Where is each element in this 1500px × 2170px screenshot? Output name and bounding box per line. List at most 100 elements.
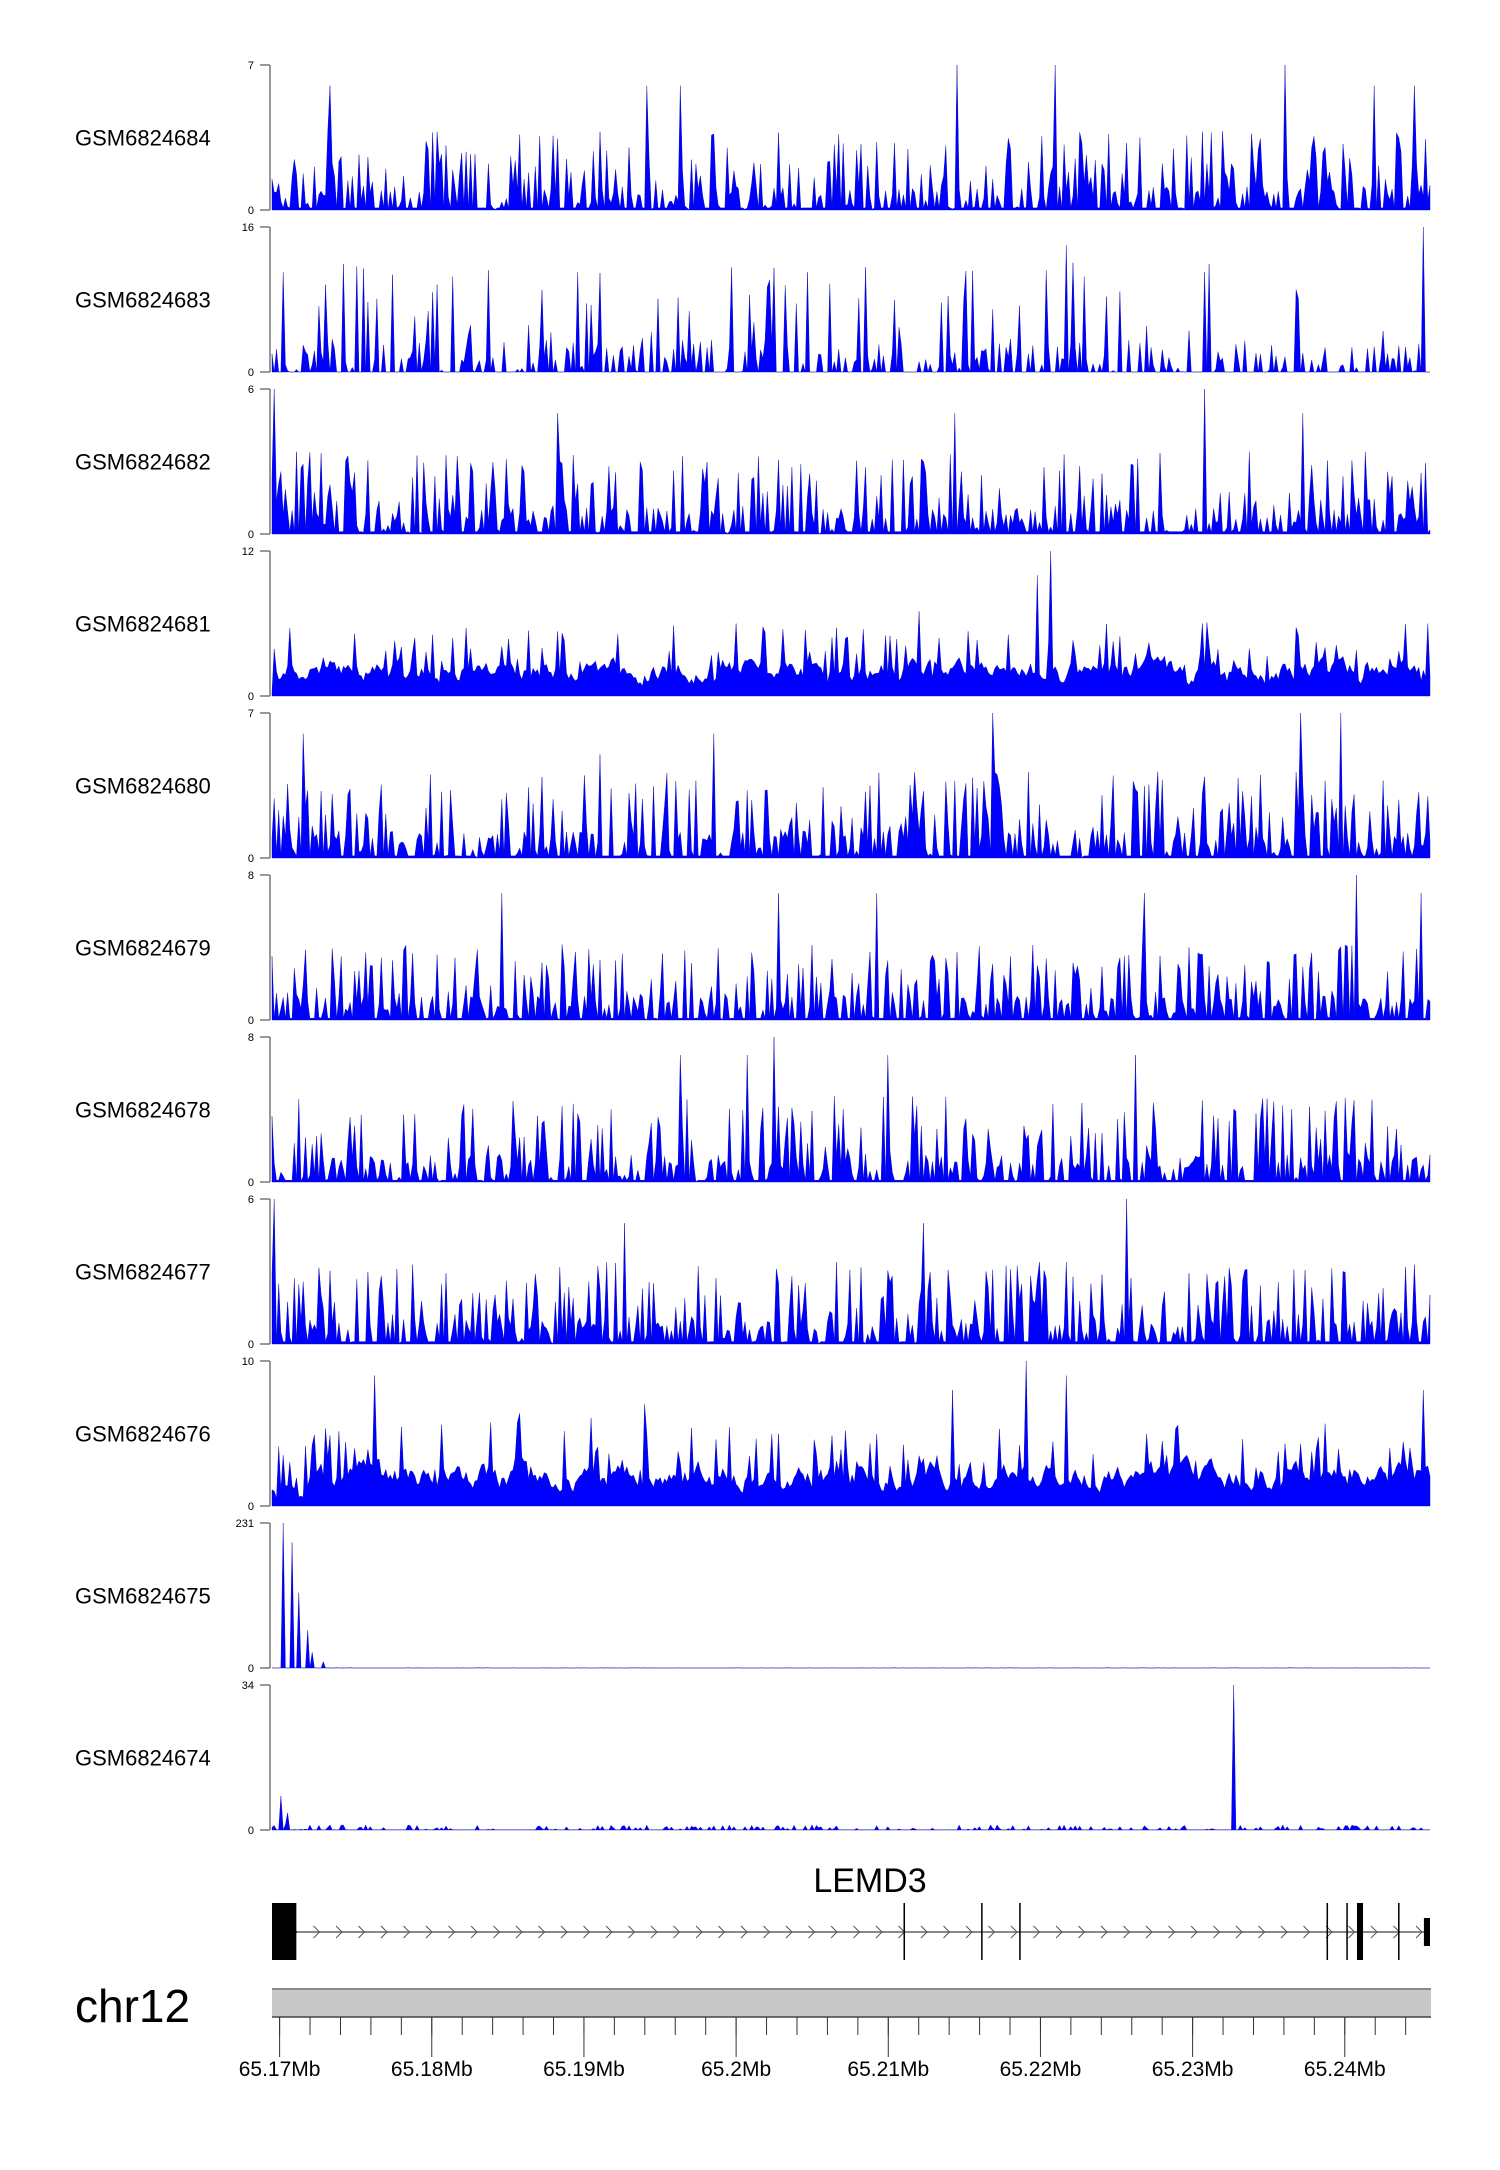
signal-area [271,1522,1430,1669]
y-min-label: 0 [248,529,254,541]
y-min-label: 0 [248,1177,254,1189]
track-label: GSM6824674 [75,1746,211,1771]
exon [981,1903,983,1960]
strand-arrow-icon [425,1925,433,1939]
strand-arrow-icon [650,1925,658,1939]
exon [1356,1903,1364,1960]
strand-arrow-icon [1055,1925,1063,1939]
strand-arrow-icon [1100,1925,1108,1939]
signal-area [271,388,1431,535]
strand-arrow-icon [313,1925,321,1939]
strand-arrow-icon [560,1925,568,1939]
strand-arrow-icon [1348,1925,1356,1939]
strand-arrow-icon [1235,1925,1243,1939]
track-GSM6824684: GSM6824684 7 0 [75,60,1431,217]
strand-arrow-icon [448,1925,456,1939]
y-min-label: 0 [248,1825,254,1837]
y-max-label: 8 [248,1032,254,1044]
strand-arrow-icon [538,1925,546,1939]
signal-area [271,1036,1431,1183]
y-min-label: 0 [248,1501,254,1513]
strand-arrow-icon [1010,1925,1018,1939]
y-max-label: 231 [236,1518,254,1530]
strand-arrow-icon [1033,1925,1041,1939]
strand-arrow-icon [1168,1925,1176,1939]
gene-name: LEMD3 [813,1862,926,1900]
strand-arrow-icon [403,1925,411,1939]
track-label: GSM6824682 [75,450,211,475]
signal-area [271,64,1431,211]
strand-arrow-icon [1078,1925,1086,1939]
y-min-label: 0 [248,853,254,865]
strand-arrow-icon [1370,1925,1378,1939]
strand-arrow-icon [1258,1925,1266,1939]
strand-arrow-icon [853,1925,861,1939]
strand-arrow-icon [335,1925,343,1939]
exon [1423,1918,1430,1946]
exon [272,1903,297,1960]
exon [1398,1903,1400,1960]
y-min-label: 0 [248,205,254,217]
y-max-label: 6 [248,384,254,396]
x-tick-label: 65.17Mb [239,2058,321,2081]
y-max-label: 12 [242,546,254,558]
x-tick-label: 65.2Mb [701,2058,771,2081]
track-GSM6824678: GSM6824678 8 0 [75,1032,1431,1189]
strand-arrow-icon [1280,1925,1288,1939]
track-GSM6824681: GSM6824681 12 0 [75,546,1431,703]
track-label: GSM6824677 [75,1260,211,1285]
track-label: GSM6824678 [75,1098,211,1123]
track-GSM6824679: GSM6824679 8 0 [75,870,1431,1027]
strand-arrow-icon [470,1925,478,1939]
y-min-label: 0 [248,1663,254,1675]
signal-area [271,1684,1431,1831]
strand-arrow-icon [1213,1925,1221,1939]
strand-arrow-icon [493,1925,501,1939]
gene-track: LEMD3 [272,1862,1430,1960]
x-tick-label: 65.21Mb [847,2058,929,2081]
y-max-label: 34 [242,1680,254,1692]
strand-arrow-icon [740,1925,748,1939]
track-GSM6824683: GSM6824683 16 0 [75,222,1430,379]
chromosome-bar [272,1988,1431,2017]
y-max-label: 16 [242,222,254,234]
strand-arrow-icon [718,1925,726,1939]
track-GSM6824680: GSM6824680 7 0 [75,708,1431,865]
strand-arrow-icon [1303,1925,1311,1939]
track-label: GSM6824675 [75,1584,211,1609]
y-max-label: 6 [248,1194,254,1206]
x-tick-label: 65.18Mb [391,2058,473,2081]
strand-arrow-icon [1190,1925,1198,1939]
chromosome-label: chr12 [75,1980,190,2032]
track-label: GSM6824679 [75,936,211,961]
signal-area [271,712,1431,859]
x-tick-label: 65.19Mb [543,2058,625,2081]
strand-arrow-icon [1415,1925,1423,1939]
y-max-label: 7 [248,708,254,720]
y-max-label: 8 [248,870,254,882]
track-GSM6824674: GSM6824674 34 0 [75,1680,1431,1837]
strand-arrow-icon [875,1925,883,1939]
strand-arrow-icon [695,1925,703,1939]
exon [1346,1903,1348,1960]
strand-arrow-icon [988,1925,996,1939]
signal-area [271,550,1431,697]
track-GSM6824682: GSM6824682 6 0 [75,384,1431,541]
strand-arrow-icon [1123,1925,1131,1939]
genome-axis: chr12 65.17Mb 65.18Mb 65.19Mb 65.2Mb 65.21Mb 6… [75,1980,1431,2081]
signal-area [271,1198,1431,1345]
track-GSM6824676: GSM6824676 10 0 [75,1356,1431,1513]
track-GSM6824675: GSM6824675 231 0 [75,1518,1430,1675]
track-label: GSM6824683 [75,288,211,313]
y-max-label: 10 [242,1356,254,1368]
strand-arrow-icon [920,1925,928,1939]
y-min-label: 0 [248,691,254,703]
x-tick-label: 65.22Mb [1000,2058,1082,2081]
x-tick-label: 65.24Mb [1304,2058,1386,2081]
y-max-label: 7 [248,60,254,72]
strand-arrow-icon [628,1925,636,1939]
exon [1019,1903,1021,1960]
strand-arrow-icon [785,1925,793,1939]
track-label: GSM6824676 [75,1422,211,1447]
